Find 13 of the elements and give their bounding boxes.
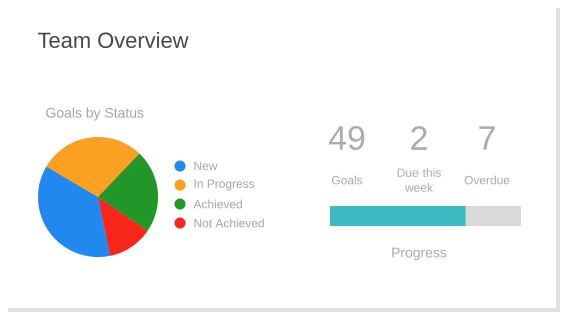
legend-label: In Progress [194, 180, 254, 190]
chart-subtitle: Goals by Status [46, 107, 144, 120]
legend-label: Achieved [194, 200, 242, 208]
data-label: 49 [328, 126, 364, 150]
x-axis-title: Progress [392, 248, 446, 260]
category-label: Goals [332, 176, 362, 184]
legend-label: New [194, 162, 218, 170]
data-label: 7 [479, 126, 495, 150]
data-label: 2 [411, 126, 427, 150]
legend-label: Not Achieved [194, 218, 264, 228]
chart-title: Team Overview [38, 32, 189, 48]
category-label: Overdue [464, 176, 510, 184]
category-label: Due this week [398, 168, 441, 192]
